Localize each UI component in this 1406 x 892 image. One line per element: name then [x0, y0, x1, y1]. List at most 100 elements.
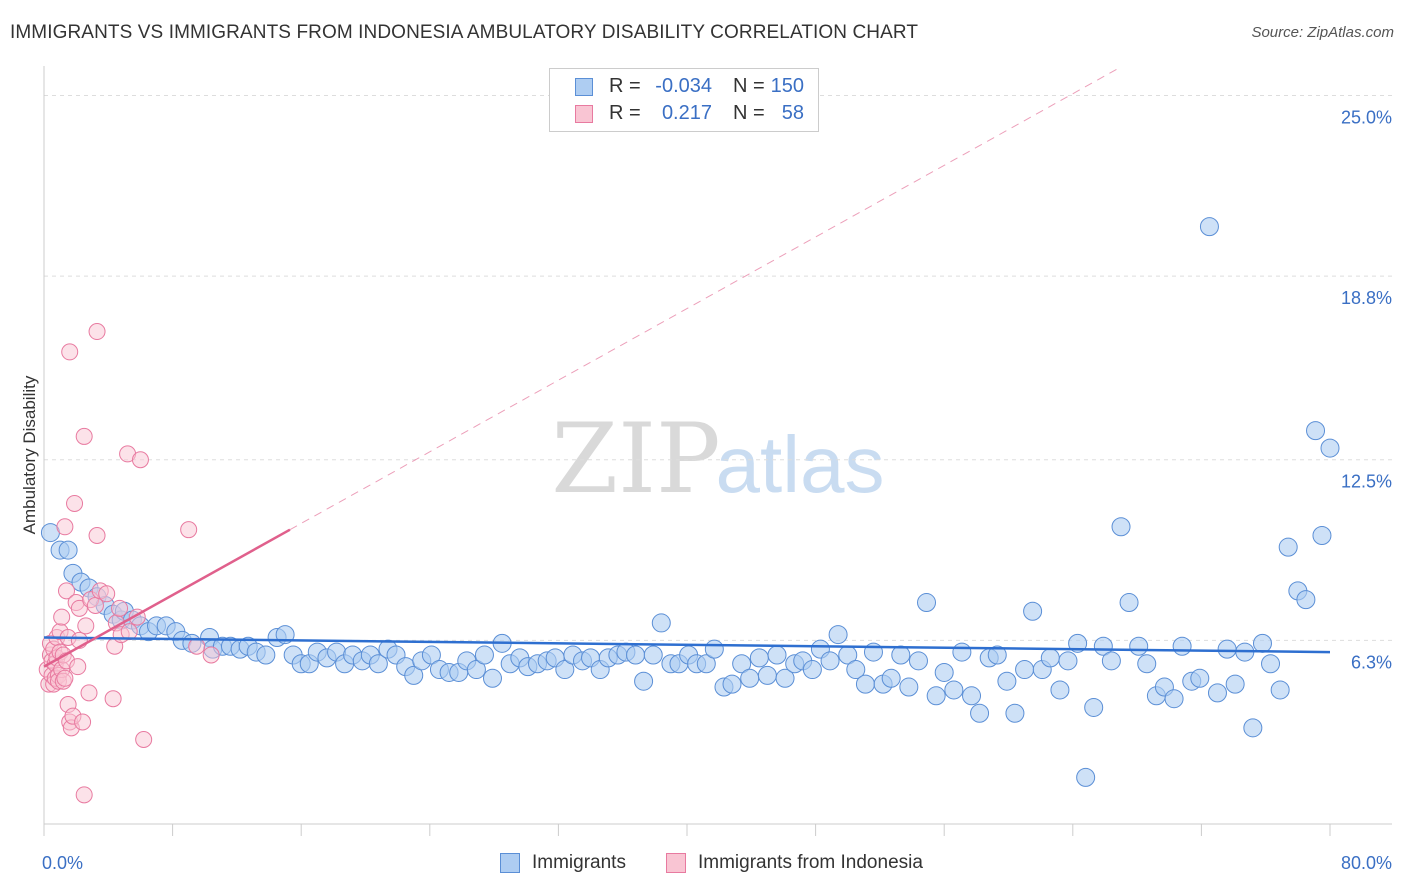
point-indonesia	[188, 637, 206, 655]
point-immigrants	[1084, 697, 1104, 717]
point-immigrants	[952, 642, 972, 662]
point-immigrants	[802, 660, 822, 680]
point-immigrants	[555, 660, 575, 680]
trend-line-indonesia	[43, 528, 291, 668]
point-immigrants	[1172, 636, 1192, 656]
point-indonesia	[180, 521, 198, 539]
point-immigrants	[421, 645, 441, 665]
point-immigrants	[899, 677, 919, 697]
stats-n-value: 58	[781, 102, 804, 124]
point-immigrants	[1306, 421, 1326, 441]
point-indonesia	[88, 527, 106, 545]
legend: Immigrants Immigrants from Indonesia	[0, 850, 1406, 880]
point-indonesia	[131, 451, 149, 469]
point-immigrants	[970, 703, 990, 723]
point-indonesia	[75, 427, 93, 445]
point-immigrants	[997, 671, 1017, 691]
point-immigrants	[855, 674, 875, 694]
point-indonesia	[66, 494, 84, 512]
point-immigrants	[368, 654, 388, 674]
point-indonesia	[58, 582, 76, 600]
point-immigrants	[908, 651, 928, 671]
point-immigrants	[757, 665, 777, 685]
point-immigrants	[482, 668, 502, 688]
stats-box: R = -0.034 N = 150 R = 0.217 N = 58	[549, 68, 819, 132]
point-immigrants	[1207, 683, 1227, 703]
stats-r-label: R =	[609, 75, 641, 97]
legend-label: Immigrants	[532, 852, 626, 873]
point-indonesia	[53, 608, 71, 626]
point-indonesia	[88, 323, 106, 341]
legend-swatch-immigrants	[500, 853, 520, 873]
point-immigrants	[1296, 590, 1316, 610]
point-immigrants	[1101, 651, 1121, 671]
point-immigrants	[722, 674, 742, 694]
point-immigrants	[881, 668, 901, 688]
point-immigrants	[740, 668, 760, 688]
point-immigrants	[704, 639, 724, 659]
y-tick-label: 25.0%	[1341, 107, 1392, 127]
point-immigrants	[891, 645, 911, 665]
point-immigrants	[767, 645, 787, 665]
point-immigrants	[1111, 517, 1131, 537]
point-immigrants	[828, 625, 848, 645]
point-immigrants	[643, 645, 663, 665]
point-indonesia	[56, 518, 74, 536]
point-indonesia	[56, 669, 74, 687]
point-immigrants	[926, 686, 946, 706]
point-immigrants	[1119, 593, 1139, 613]
y-tick-label: 18.8%	[1341, 288, 1392, 308]
point-indonesia	[111, 599, 129, 617]
point-immigrants	[1076, 767, 1096, 787]
point-immigrants	[1320, 438, 1340, 458]
point-immigrants	[987, 645, 1007, 665]
point-immigrants	[1217, 639, 1237, 659]
point-immigrants	[58, 540, 78, 560]
point-immigrants	[934, 662, 954, 682]
point-immigrants	[651, 613, 671, 633]
stats-r-label: R =	[609, 102, 641, 124]
point-immigrants	[1164, 689, 1184, 709]
point-immigrants	[917, 593, 937, 613]
point-immigrants	[1243, 718, 1263, 738]
point-immigrants	[962, 686, 982, 706]
point-immigrants	[1005, 703, 1025, 723]
x-tick-label: 0.0%	[42, 853, 83, 873]
point-immigrants	[1040, 648, 1060, 668]
legend-label: Immigrants from Indonesia	[698, 852, 923, 873]
stats-r-value: 0.217	[661, 102, 712, 124]
point-immigrants	[1068, 633, 1088, 653]
point-indonesia	[69, 658, 87, 676]
point-immigrants	[474, 645, 494, 665]
point-indonesia	[80, 684, 98, 702]
point-immigrants	[1312, 526, 1332, 546]
y-tick-label: 6.3%	[1351, 652, 1392, 672]
point-immigrants	[1058, 651, 1078, 671]
point-immigrants	[696, 654, 716, 674]
point-indonesia	[61, 343, 79, 361]
point-indonesia	[202, 646, 220, 664]
point-immigrants	[404, 665, 424, 685]
legend-swatch-indonesia	[666, 853, 686, 873]
point-indonesia	[104, 690, 122, 708]
point-immigrants	[820, 651, 840, 671]
point-immigrants	[634, 671, 654, 691]
point-immigrants	[1023, 601, 1043, 621]
stats-swatch-immigrants	[575, 78, 593, 96]
stats-n-value: 150	[770, 75, 804, 97]
point-immigrants	[1050, 680, 1070, 700]
point-immigrants	[1190, 668, 1210, 688]
watermark-atlas: atlas	[716, 420, 885, 509]
point-immigrants	[1137, 654, 1157, 674]
y-axis-label: Ambulatory Disability	[20, 375, 39, 534]
point-immigrants	[466, 660, 486, 680]
point-indonesia	[74, 713, 92, 731]
stats-n-label: N =	[733, 75, 765, 97]
trend-line-immigrants	[43, 636, 1331, 654]
stats-r-value: -0.034	[655, 75, 712, 97]
point-immigrants	[775, 668, 795, 688]
stats-row-indonesia: R = 0.217 N = 58	[550, 100, 818, 128]
point-immigrants	[1270, 680, 1290, 700]
point-immigrants	[1278, 537, 1298, 557]
chart-source: Source: ZipAtlas.com	[1251, 24, 1394, 41]
